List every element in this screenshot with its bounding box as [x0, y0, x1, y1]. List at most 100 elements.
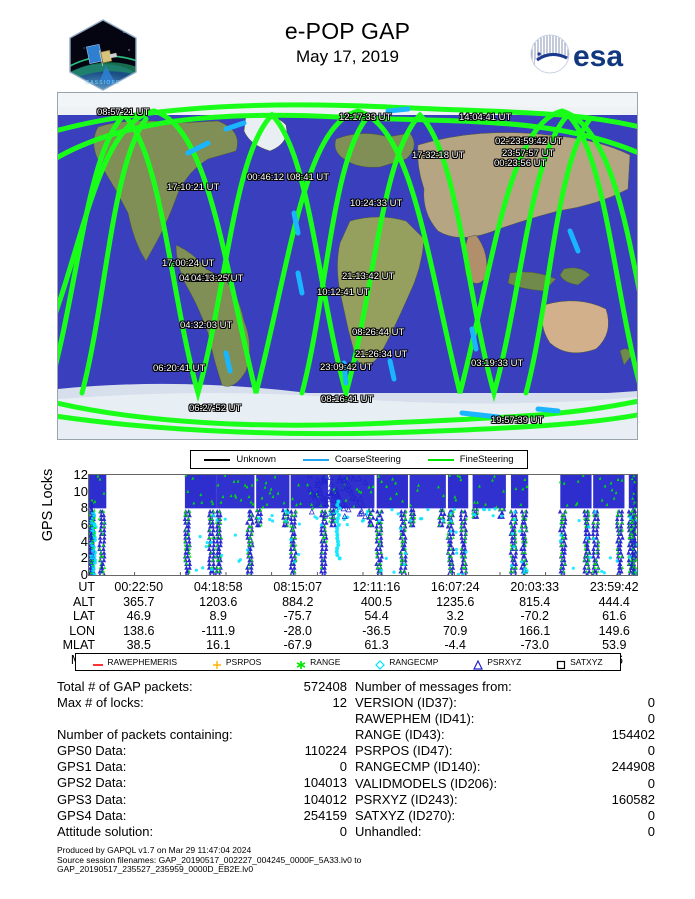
page-date: May 17, 2019 — [295, 47, 399, 66]
map-timestamp-label: 21:13:42 UT — [342, 271, 395, 282]
stat-label: Unhandled: — [355, 823, 422, 839]
orbit-table-cell: 61.3 — [364, 638, 389, 653]
stat-row: PSRXYZ (ID243): 160582 — [355, 792, 655, 808]
orbit-table-cell: -67.9 — [283, 638, 313, 653]
steering-mode-legend: Unknown CoarseSteering FineSteering — [190, 450, 528, 469]
orbit-table-row: LAT 46.9 8.9 -75.7 54.4 3.2 -70.2 61.6 — [42, 609, 654, 624]
stat-value: 0 — [647, 775, 655, 791]
stat-row: RANGE (ID43): 154402 — [355, 727, 655, 743]
gps-y-tick-label: 2 — [80, 550, 88, 566]
map-timestamp-label: 17:32:18 UT — [412, 150, 465, 161]
diamond-symbol-icon — [375, 657, 386, 670]
stat-value: 0 — [647, 695, 655, 711]
stat-value: 0 — [647, 711, 655, 727]
message-legend-label: RANGECMP — [389, 657, 439, 667]
stat-label: RANGE (ID43): — [355, 727, 445, 743]
map-timestamp-label: 10:24:33 UT — [350, 198, 403, 209]
stat-label: GPS1 Data: — [57, 759, 127, 775]
orbit-row-header: LAT — [73, 609, 95, 624]
orbit-table-cell: 16.1 — [206, 638, 231, 653]
orbit-table-row: MLAT 38.5 16.1 -67.9 61.3 -4.4 -73.0 53.9 — [42, 638, 654, 653]
orbit-table-cell: 815.4 — [519, 594, 551, 609]
orbit-table-cell: 38.5 — [126, 638, 151, 653]
stat-label: GPS2 Data: — [57, 775, 127, 791]
orbit-table-cell: -70.2 — [520, 609, 549, 624]
stat-label: PSRPOS (ID47): — [355, 743, 453, 759]
steering-legend-label: Unknown — [236, 454, 277, 465]
gps-locks-axis-label: GPS Locks — [40, 468, 56, 542]
total-packets-value: 572408 — [303, 679, 347, 694]
stat-label: RANGECMP (ID140): — [355, 759, 481, 775]
orbit-table-cell: 365.7 — [123, 594, 155, 609]
message-statistics-panel: Number of messages from: VERSION (ID37):… — [355, 679, 655, 840]
total-packets-row: Total # of GAP packets: 572408 — [57, 679, 347, 695]
footer-line-produced-by: Produced by GAPQL v1.7 on Mar 29 11:47:0… — [57, 845, 252, 855]
message-legend-label: PSRXYZ — [487, 657, 522, 667]
orbit-table-cell: 12:11:16 — [352, 580, 401, 594]
stat-value: 110224 — [304, 743, 347, 759]
map-timestamp-label: 04:32:03 UT — [180, 320, 233, 331]
packets-containing-list: GPS0 Data: 110224 GPS1 Data: 0 GPS2 Data: 104… — [57, 743, 347, 840]
orbit-table-cell: 138.6 — [123, 623, 155, 638]
stat-value: 104013 — [303, 775, 347, 791]
map-timestamp-label: 08:57:21 UT — [97, 107, 150, 118]
orbit-table-cell: -36.5 — [362, 623, 391, 638]
map-timestamp-label: 23:09:42 UT — [320, 362, 373, 373]
square-symbol-icon — [556, 657, 566, 670]
message-type-legend: RAWEPHEMERIS PSRPOS RANGE RANGECMP PSRXYZ SAT… — [75, 653, 621, 671]
ground-track-map[interactable]: 08:57:21 UT 12:17:33 UT 14:04:41 UT 02:13:1… — [57, 92, 638, 440]
footer-line-source-1: Source session filenames: GAP_20190517_0… — [57, 854, 362, 865]
stat-value: 160582 — [611, 791, 655, 807]
orbit-table-cell: 3.2 — [446, 609, 464, 624]
stat-row: SATXYZ (ID270): 0 — [355, 808, 655, 824]
orbit-row-header: LON — [69, 623, 95, 638]
orbit-table-cell: 46.9 — [126, 609, 151, 624]
stat-value: 104012 — [303, 791, 347, 807]
stat-row: RANGECMP (ID140): 244908 — [355, 759, 655, 775]
stat-row: GPS0 Data: 110224 — [57, 743, 347, 759]
orbit-row-header: ALT — [73, 594, 95, 609]
message-legend-label: PSRPOS — [225, 657, 262, 667]
gps-locks-plot[interactable] — [88, 474, 638, 576]
orbit-table-cell: 16:07:24 — [430, 580, 480, 594]
steering-legend-swatch — [302, 458, 329, 461]
map-timestamp-label: 08:26:44 UT — [352, 327, 405, 338]
map-timestamp-label: 23:59:42 UT — [510, 136, 563, 147]
esa-logo-icon: esa — [527, 30, 653, 78]
steering-legend-item: CoarseSteering — [302, 454, 401, 465]
stat-row: RAWEPHEM (ID41): 0 — [355, 711, 655, 727]
message-legend-label: RANGE — [310, 657, 341, 667]
orbit-table-cell: 53.9 — [602, 638, 627, 653]
stat-row: VERSION (ID37): 0 — [355, 695, 655, 711]
orbit-row-header: MLAT — [62, 638, 95, 653]
patch-caption: CASSIOPE — [85, 80, 120, 86]
message-legend-item: RANGECMP — [375, 657, 439, 670]
message-legend-item: PSRXYZ — [473, 657, 522, 670]
map-timestamp-label: 06:20:41 UT — [153, 363, 206, 374]
map-timestamp-label: 02:13:14 UT — [495, 136, 548, 147]
footer-provenance: Produced by GAPQL v1.7 on Mar 29 11:47:0… — [57, 845, 637, 875]
steering-legend-item: FineSteering — [427, 454, 514, 465]
map-timestamp-label: 10:12:41 UT — [317, 287, 370, 298]
stat-label: SATXYZ (ID270): — [355, 807, 456, 823]
orbit-table-cell: 444.4 — [598, 594, 630, 609]
stat-label: Attitude solution: — [57, 823, 154, 839]
stat-label: VERSION (ID37): — [355, 695, 457, 711]
orbit-table-cell: 400.5 — [360, 594, 393, 609]
packets-containing-heading: Number of packets containing: — [57, 727, 233, 743]
orbit-table-cell: 166.1 — [519, 623, 551, 638]
orbit-table-row: UT 00:22:50 04:18:58 08:15:07 12:11:16 16:07:… — [42, 580, 654, 595]
gps-y-tick-label: 4 — [80, 533, 88, 549]
stat-label: PSRXYZ (ID243): — [355, 791, 458, 807]
orbit-table-cell: 20:03:33 — [510, 580, 560, 594]
star-symbol-icon — [296, 657, 306, 669]
footer-line-source-2: GAP_20190517_235527_235959_0000D_EB2E.lv… — [57, 864, 254, 875]
stat-row: GPS4 Data: 254159 — [57, 808, 347, 824]
steering-legend-swatch — [204, 458, 231, 461]
map-timestamp-label: 12:17:33 UT — [339, 112, 392, 123]
orbit-table-cell: 61.6 — [602, 609, 627, 624]
stat-label: GPS0 Data: — [57, 743, 127, 759]
map-timestamp-label: 00:23:56 UT — [494, 158, 547, 169]
orbit-table-cell: -4.4 — [444, 638, 466, 653]
orbit-table-cell: -73.0 — [520, 638, 549, 653]
